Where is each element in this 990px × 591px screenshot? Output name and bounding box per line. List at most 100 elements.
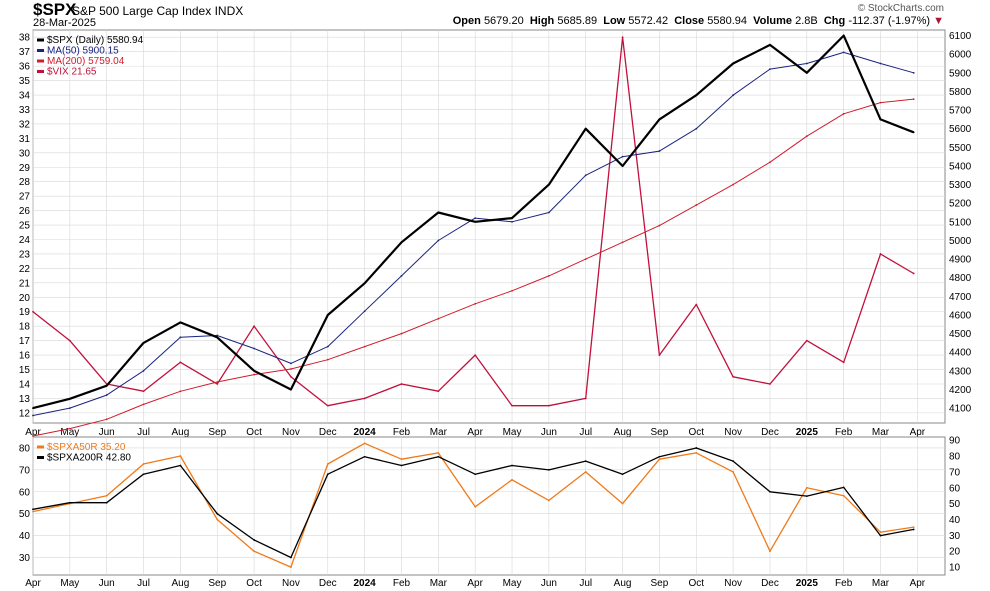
right-tick-label: 50: [949, 499, 961, 510]
left-tick-label: 18: [19, 322, 31, 333]
data-point: [842, 34, 845, 37]
data-point: [842, 361, 845, 364]
data-point: [732, 94, 735, 97]
left-tick-label: 20: [19, 293, 31, 304]
legend-swatch: [37, 70, 44, 73]
data-point: [842, 51, 845, 54]
left-tick-label: 26: [19, 206, 31, 217]
data-point: [68, 339, 71, 342]
data-point: [474, 354, 477, 356]
data-point: [842, 112, 845, 115]
data-point: [68, 397, 71, 400]
data-point: [326, 358, 329, 361]
data-point: [32, 508, 34, 511]
data-point: [547, 183, 550, 186]
x-tick-label: Apr: [25, 427, 41, 438]
x-tick-label: Dec: [319, 578, 337, 589]
data-point: [142, 403, 145, 406]
right-tick-label: 4300: [949, 366, 972, 377]
data-point: [912, 71, 915, 74]
symbol-fullname: S&P 500 Large Cap Index: [72, 4, 212, 18]
x-tick-label: May: [60, 427, 79, 438]
data-point: [363, 345, 366, 348]
data-point: [142, 473, 145, 476]
x-tick-label: May: [503, 578, 522, 589]
data-point: [179, 464, 182, 467]
right-tick-label: 4600: [949, 310, 972, 321]
data-point: [695, 451, 698, 454]
left-tick-label: 29: [19, 163, 31, 174]
right-tick-label: 4800: [949, 273, 972, 284]
right-tick-label: 5700: [949, 106, 972, 117]
data-point: [363, 455, 366, 458]
data-point: [879, 101, 882, 104]
left-tick-label: 15: [19, 365, 31, 376]
brand-label: © StockCharts.com: [857, 3, 944, 14]
data-point: [105, 501, 108, 504]
low-label: Low: [603, 15, 626, 27]
left-tick-label: 16: [19, 351, 31, 362]
data-point: [326, 345, 329, 348]
data-point: [732, 183, 735, 186]
data-point: [658, 455, 661, 458]
left-tick-label: 31: [19, 134, 31, 145]
x-tick-label: May: [60, 578, 79, 589]
chart-header: $SPX S&P 500 Large Cap Index INDX 28-Mar…: [0, 0, 990, 30]
data-point: [695, 303, 698, 306]
legend-swatch: [37, 445, 44, 449]
data-point: [290, 368, 292, 370]
x-tick-label: Apr: [910, 427, 926, 438]
data-point: [511, 404, 513, 407]
right-tick-label: 4100: [949, 404, 972, 415]
data-point: [179, 321, 182, 324]
data-point: [732, 460, 735, 462]
x-tick-label: Dec: [319, 427, 337, 438]
x-tick-label: Oct: [688, 578, 704, 589]
data-point: [68, 501, 71, 504]
data-point: [216, 383, 219, 385]
data-point: [253, 373, 255, 376]
close-label: Close: [674, 15, 705, 27]
left-tick-label: 13: [19, 394, 31, 405]
right-tick-label: 70: [949, 467, 961, 478]
data-point: [732, 375, 735, 378]
right-tick-label: 5200: [949, 199, 972, 210]
data-point: [658, 118, 661, 121]
right-tick-label: 4500: [949, 329, 972, 340]
data-point: [400, 274, 403, 277]
left-tick-label: 37: [19, 47, 31, 58]
data-point: [769, 68, 771, 71]
x-tick-label: Aug: [171, 578, 189, 589]
legend-label: $SPX (Daily) 5580.94: [47, 35, 144, 46]
x-tick-label: May: [503, 427, 522, 438]
data-point: [805, 71, 808, 74]
data-point: [32, 310, 34, 313]
data-point: [912, 272, 915, 275]
data-point: [179, 455, 182, 457]
data-point: [326, 314, 329, 316]
data-point: [437, 451, 440, 454]
data-point: [621, 502, 624, 505]
data-point: [842, 486, 845, 489]
left-tick-label: 30: [19, 553, 31, 564]
data-point: [253, 550, 255, 553]
low-value: 5572.42: [628, 15, 669, 27]
x-tick-label: Jul: [579, 427, 592, 438]
data-point: [179, 390, 182, 393]
right-tick-label: 4200: [949, 385, 972, 396]
right-tick-label: 10: [949, 563, 961, 574]
left-tick-label: 30: [19, 148, 31, 159]
data-point: [584, 397, 587, 400]
data-point: [805, 486, 808, 489]
x-tick-label: Sep: [208, 578, 226, 589]
left-tick-label: 12: [19, 408, 31, 419]
data-point: [32, 510, 34, 513]
data-point: [142, 369, 145, 372]
chart-date: 28-Mar-2025: [33, 17, 96, 29]
x-tick-label: Feb: [835, 578, 853, 589]
x-tick-label: Jun: [541, 427, 557, 438]
legend-swatch: [37, 59, 44, 63]
data-point: [216, 512, 219, 515]
data-point: [290, 566, 292, 568]
chg-down-icon: ▼: [933, 15, 944, 27]
